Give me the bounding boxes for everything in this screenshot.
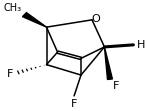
Text: F: F: [7, 69, 13, 79]
Text: CH₃: CH₃: [4, 3, 22, 13]
Text: F: F: [71, 99, 77, 109]
Text: O: O: [92, 14, 101, 24]
Polygon shape: [22, 13, 46, 27]
Text: F: F: [113, 81, 119, 91]
Polygon shape: [104, 47, 112, 79]
Text: H: H: [137, 40, 145, 50]
